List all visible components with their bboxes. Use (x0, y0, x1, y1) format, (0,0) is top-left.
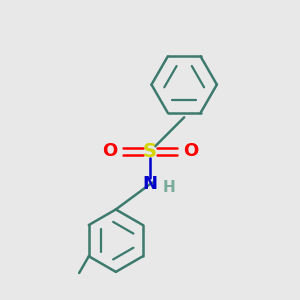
Text: O: O (102, 142, 117, 160)
Text: O: O (183, 142, 198, 160)
Text: N: N (142, 175, 158, 193)
Text: H: H (163, 180, 176, 195)
Text: S: S (143, 142, 157, 161)
